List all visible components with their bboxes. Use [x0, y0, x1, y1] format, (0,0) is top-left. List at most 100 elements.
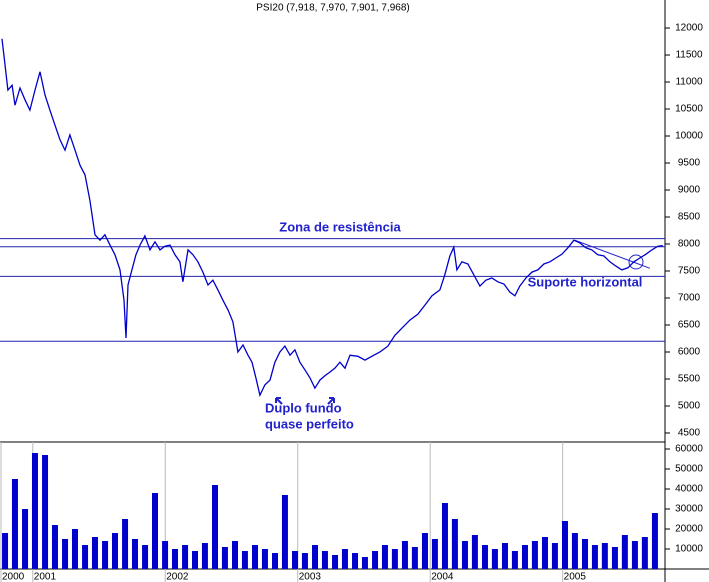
volume-bar [82, 545, 89, 569]
x-tick-label: 2003 [299, 572, 322, 582]
volume-bar [51, 525, 58, 569]
volume-bar [71, 529, 78, 569]
y-tick-label: 30000 [675, 504, 703, 515]
volume-bar [521, 545, 528, 569]
x-tick-label: 2005 [564, 572, 587, 582]
volume-bar [11, 479, 18, 569]
trend-line [574, 239, 651, 269]
y-tick-label: 5500 [678, 374, 701, 385]
volume-bar [352, 553, 359, 569]
volume-bar [22, 509, 29, 569]
arrow [275, 397, 283, 405]
volume-bar [332, 555, 339, 569]
volume-bar [511, 551, 518, 569]
volume-bar [601, 543, 608, 569]
highlight-circle [628, 254, 644, 270]
y-tick-label: 4500 [678, 428, 701, 439]
x-tick-label: 2001 [34, 572, 57, 582]
volume-bar [581, 539, 588, 569]
y-tick-label: 6000 [678, 347, 701, 358]
volume-bar [281, 495, 288, 569]
volume-bar [91, 537, 98, 569]
volume-bar [312, 545, 319, 569]
volume-bar [561, 521, 568, 569]
y-tick-label: 20000 [675, 524, 703, 535]
volume-bar [321, 551, 328, 569]
volume-bar [131, 539, 138, 569]
y-tick-label: 11500 [675, 50, 703, 61]
y-tick-label: 9500 [678, 158, 701, 169]
x-tick-label: 2004 [431, 572, 454, 582]
y-tick-label: 9000 [678, 185, 701, 196]
volume-bar [541, 537, 548, 569]
volume-bar [182, 545, 189, 569]
volume-bar [241, 551, 248, 569]
volume-bar [471, 535, 478, 569]
volume-bar [481, 545, 488, 569]
volume-bar [122, 519, 129, 569]
volume-bar [201, 543, 208, 569]
volume-bar [221, 547, 228, 569]
y-tick-label: 10000 [675, 131, 703, 142]
volume-bar [261, 549, 268, 569]
volume-bar [341, 549, 348, 569]
y-tick-label: 40000 [675, 484, 703, 495]
y-tick-label: 12000 [675, 23, 703, 34]
volume-bar [611, 547, 618, 569]
volume-bar [461, 541, 468, 569]
volume-bar [571, 533, 578, 569]
volume-bar [641, 537, 648, 569]
volume-bar [501, 543, 508, 569]
y-tick-label: 11000 [675, 77, 703, 88]
volume-bar [162, 541, 169, 569]
volume-bar [292, 551, 299, 569]
volume-bar [171, 549, 178, 569]
volume-bar [272, 553, 279, 569]
y-tick-label: 7000 [678, 293, 701, 304]
arrow [327, 397, 335, 405]
volume-bar [651, 513, 658, 569]
volume-bar [142, 545, 149, 569]
y-tick-label: 8000 [678, 239, 701, 250]
volume-bar [232, 541, 239, 569]
annotation: Zona de resistência [279, 219, 401, 234]
annotation: Duplo fundo [265, 400, 342, 415]
volume-bar [31, 453, 38, 569]
volume-bar [491, 549, 498, 569]
volume-bar [361, 557, 368, 569]
volume-bar [531, 541, 538, 569]
y-tick-label: 6500 [678, 320, 701, 331]
volume-bar [411, 547, 418, 569]
y-tick-label: 10000 [675, 544, 703, 555]
volume-bar [111, 533, 118, 569]
volume-bar [42, 455, 49, 569]
volume-bar [252, 545, 259, 569]
volume-bar [441, 503, 448, 569]
volume-bar [551, 543, 558, 569]
price-line [1, 38, 663, 398]
volume-bar [191, 551, 198, 569]
y-tick-label: 5000 [678, 401, 701, 412]
volume-bar [621, 535, 628, 569]
volume-bar [431, 539, 438, 569]
x-tick-label: 2002 [166, 572, 189, 582]
volume-bar [391, 549, 398, 569]
y-tick-label: 8500 [678, 212, 701, 223]
volume-bar [102, 541, 109, 569]
volume-bar [421, 533, 428, 569]
volume-bar [211, 485, 218, 569]
y-tick-label: 50000 [675, 464, 703, 475]
volume-bar [381, 545, 388, 569]
volume-bar [151, 493, 158, 569]
y-tick-label: 60000 [675, 444, 703, 455]
volume-bar [62, 539, 69, 569]
y-tick-label: 7500 [678, 266, 701, 277]
annotation: Suporte horizontal [528, 274, 643, 289]
x-tick-label: 2000 [2, 572, 25, 582]
volume-bar [451, 519, 458, 569]
volume-bar [372, 551, 379, 569]
y-tick-label: 10500 [675, 104, 703, 115]
